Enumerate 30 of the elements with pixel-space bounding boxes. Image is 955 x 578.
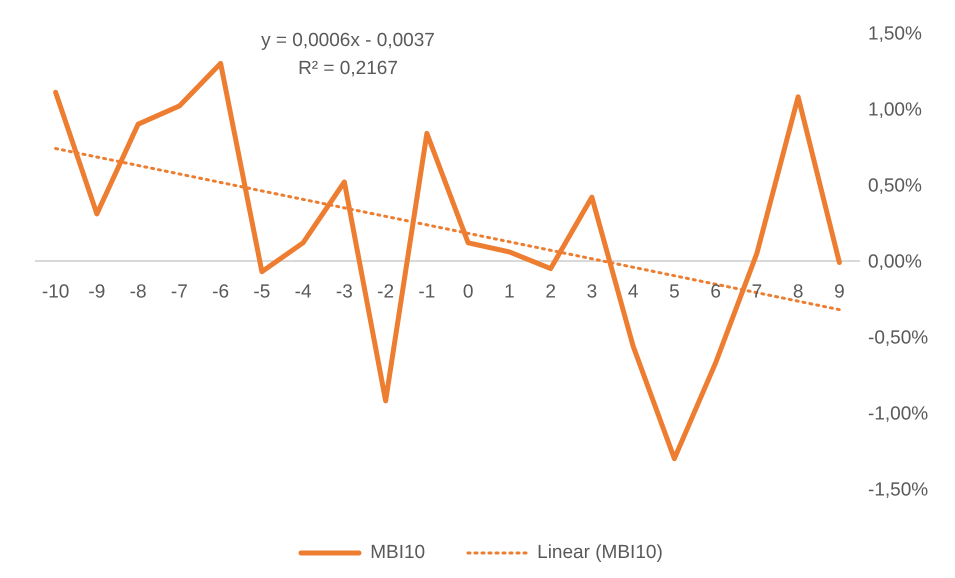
y-tick-label: -0,50% <box>868 328 928 349</box>
annotation: R² = 0,2167 <box>298 58 398 79</box>
y-tick-label: 1,50% <box>868 24 922 45</box>
x-tick-label: 5 <box>669 282 680 302</box>
annotation: y = 0,0006x - 0,0037 <box>261 30 435 51</box>
x-tick-label: -6 <box>212 282 230 302</box>
x-tick-label: -8 <box>130 282 147 302</box>
x-tick-label: -1 <box>418 282 436 302</box>
x-tick-label: 8 <box>792 282 804 302</box>
x-tick-label: 1 <box>504 282 515 302</box>
x-tick-label: -3 <box>336 282 353 302</box>
legend-label: Linear (MBI10) <box>537 542 663 564</box>
x-tick-label: -10 <box>42 282 70 302</box>
x-tick-label: -9 <box>88 282 106 302</box>
x-tick-label: 4 <box>628 282 639 302</box>
y-tick-label: 0,50% <box>868 176 922 197</box>
x-tick-label: -4 <box>294 282 312 302</box>
x-tick-label: -7 <box>170 282 188 302</box>
x-tick-label: 6 <box>710 282 721 302</box>
x-tick-label: -5 <box>253 282 270 302</box>
x-tick-label: 2 <box>545 282 556 302</box>
x-tick-label: 0 <box>462 282 474 302</box>
y-tick-label: 0,00% <box>868 252 922 273</box>
y-tick-label: -1,00% <box>868 404 928 425</box>
y-tick-label: -1,50% <box>868 480 928 501</box>
y-tick-label: 1,00% <box>868 100 922 121</box>
x-tick-label: -2 <box>377 282 394 302</box>
x-tick-label: 3 <box>586 282 598 302</box>
x-tick-label: 9 <box>834 282 845 302</box>
legend-label: MBI10 <box>370 542 426 564</box>
